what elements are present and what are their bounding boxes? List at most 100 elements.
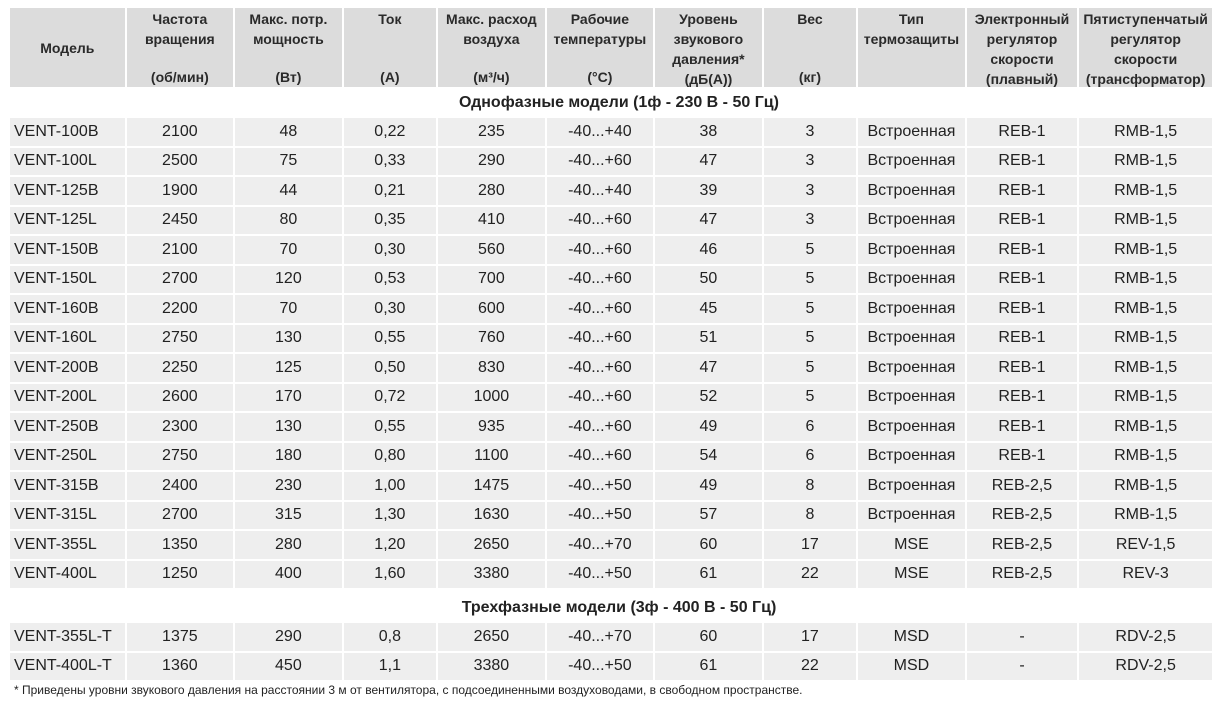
- cell-noise: 50: [655, 265, 762, 293]
- cell-power: 280: [235, 531, 342, 559]
- cell-reb: REB-1: [966, 442, 1078, 470]
- cell-reb: REB-1: [966, 147, 1078, 175]
- cell-rmb: RMB-1,5: [1079, 413, 1212, 441]
- cell-noise: 38: [655, 118, 762, 146]
- cell-airflow: 600: [438, 295, 545, 323]
- cell-weight: 3: [763, 147, 857, 175]
- cell-airflow: 3380: [438, 560, 545, 588]
- header-row: Модель Частота вращения (об/мин) Макс. потр…: [10, 8, 1212, 87]
- column-title: Модель: [40, 39, 95, 56]
- cell-weight: 5: [763, 265, 857, 293]
- cell-model: VENT-200L: [10, 383, 125, 411]
- cell-airflow: 1000: [438, 383, 545, 411]
- cell-current: 1,60: [343, 560, 437, 588]
- cell-power: 130: [235, 324, 342, 352]
- cell-airflow: 830: [438, 354, 545, 382]
- cell-protection: Встроенная: [858, 206, 965, 234]
- cell-weight: 6: [763, 442, 857, 470]
- cell-noise: 45: [655, 295, 762, 323]
- cell-rmb: RMB-1,5: [1079, 501, 1212, 529]
- cell-rpm: 1375: [126, 623, 234, 651]
- column-header-current: Ток (А): [343, 8, 437, 87]
- cell-current: 0,33: [343, 147, 437, 175]
- cell-temp: -40...+40: [546, 177, 654, 205]
- cell-model: VENT-400L-T: [10, 652, 125, 680]
- column-header-noise: Уровень звукового давления* (дБ(А)): [655, 8, 762, 87]
- cell-noise: 39: [655, 177, 762, 205]
- cell-protection: MSE: [858, 531, 965, 559]
- cell-power: 170: [235, 383, 342, 411]
- cell-rpm: 1350: [126, 531, 234, 559]
- cell-current: 0,55: [343, 324, 437, 352]
- cell-airflow: 1630: [438, 501, 545, 529]
- cell-model: VENT-250L: [10, 442, 125, 470]
- group-header-row: Однофазные модели (1ф - 230 В - 50 Гц): [10, 89, 1212, 116]
- table-row: VENT-150L 2700 120 0,53 700 -40...+60 50 5 Встро…: [10, 265, 1212, 293]
- cell-model: VENT-250B: [10, 413, 125, 441]
- cell-power: 180: [235, 442, 342, 470]
- cell-current: 0,30: [343, 236, 437, 264]
- table-row: VENT-250L 2750 180 0,80 1100 -40...+60 54 6 Встр…: [10, 442, 1212, 470]
- group-title: Однофазные модели (1ф - 230 В - 50 Гц): [459, 93, 779, 111]
- cell-reb: -: [966, 652, 1078, 680]
- cell-model: VENT-125L: [10, 206, 125, 234]
- cell-protection: Встроенная: [858, 147, 965, 175]
- cell-rpm: 2750: [126, 442, 234, 470]
- cell-protection: MSE: [858, 560, 965, 588]
- cell-model: VENT-100B: [10, 118, 125, 146]
- cell-noise: 60: [655, 623, 762, 651]
- cell-rpm: 2450: [126, 206, 234, 234]
- cell-current: 0,35: [343, 206, 437, 234]
- cell-reb: REB-1: [966, 354, 1078, 382]
- cell-weight: 8: [763, 472, 857, 500]
- cell-weight: 5: [763, 383, 857, 411]
- table-row: VENT-315B 2400 230 1,00 1475 -40...+50 49 8 Встр…: [10, 472, 1212, 500]
- cell-power: 400: [235, 560, 342, 588]
- cell-temp: -40...+60: [546, 324, 654, 352]
- cell-power: 125: [235, 354, 342, 382]
- cell-noise: 52: [655, 383, 762, 411]
- cell-temp: -40...+50: [546, 472, 654, 500]
- cell-temp: -40...+50: [546, 652, 654, 680]
- cell-rpm: 2750: [126, 324, 234, 352]
- column-unit: (об/мин): [150, 69, 209, 85]
- cell-weight: 17: [763, 623, 857, 651]
- footnote: * Приведены уровни звукового давления на…: [14, 683, 803, 697]
- cell-rpm: 2100: [126, 118, 234, 146]
- cell-noise: 49: [655, 413, 762, 441]
- cell-noise: 47: [655, 206, 762, 234]
- cell-protection: Встроенная: [858, 295, 965, 323]
- table-row: VENT-125L 2450 80 0,35 410 -40...+60 47 3 Встрое…: [10, 206, 1212, 234]
- cell-current: 1,1: [343, 652, 437, 680]
- cell-reb: REB-1: [966, 177, 1078, 205]
- cell-power: 315: [235, 501, 342, 529]
- cell-temp: -40...+50: [546, 501, 654, 529]
- column-header-rpm: Частота вращения (об/мин): [126, 8, 234, 87]
- cell-power: 450: [235, 652, 342, 680]
- cell-model: VENT-315L: [10, 501, 125, 529]
- column-unit: (м³/ч): [473, 69, 510, 85]
- cell-airflow: 700: [438, 265, 545, 293]
- cell-temp: -40...+60: [546, 236, 654, 264]
- cell-temp: -40...+60: [546, 206, 654, 234]
- cell-model: VENT-100L: [10, 147, 125, 175]
- group-title: Трехфазные модели (3ф - 400 В - 50 Гц): [461, 598, 777, 616]
- cell-current: 1,20: [343, 531, 437, 559]
- cell-airflow: 935: [438, 413, 545, 441]
- cell-protection: Встроенная: [858, 442, 965, 470]
- cell-airflow: 3380: [438, 652, 545, 680]
- cell-temp: -40...+60: [546, 147, 654, 175]
- cell-protection: Встроенная: [858, 324, 965, 352]
- cell-noise: 54: [655, 442, 762, 470]
- cell-power: 75: [235, 147, 342, 175]
- cell-temp: -40...+70: [546, 623, 654, 651]
- column-title: Пятиступенчатый регулятор скорости (тран…: [1083, 11, 1208, 87]
- cell-airflow: 1475: [438, 472, 545, 500]
- cell-noise: 61: [655, 652, 762, 680]
- cell-protection: Встроенная: [858, 383, 965, 411]
- cell-airflow: 410: [438, 206, 545, 234]
- cell-noise: 47: [655, 354, 762, 382]
- table-row: VENT-160B 2200 70 0,30 600 -40...+60 45 5 Встрое…: [10, 295, 1212, 323]
- cell-weight: 17: [763, 531, 857, 559]
- cell-rpm: 1360: [126, 652, 234, 680]
